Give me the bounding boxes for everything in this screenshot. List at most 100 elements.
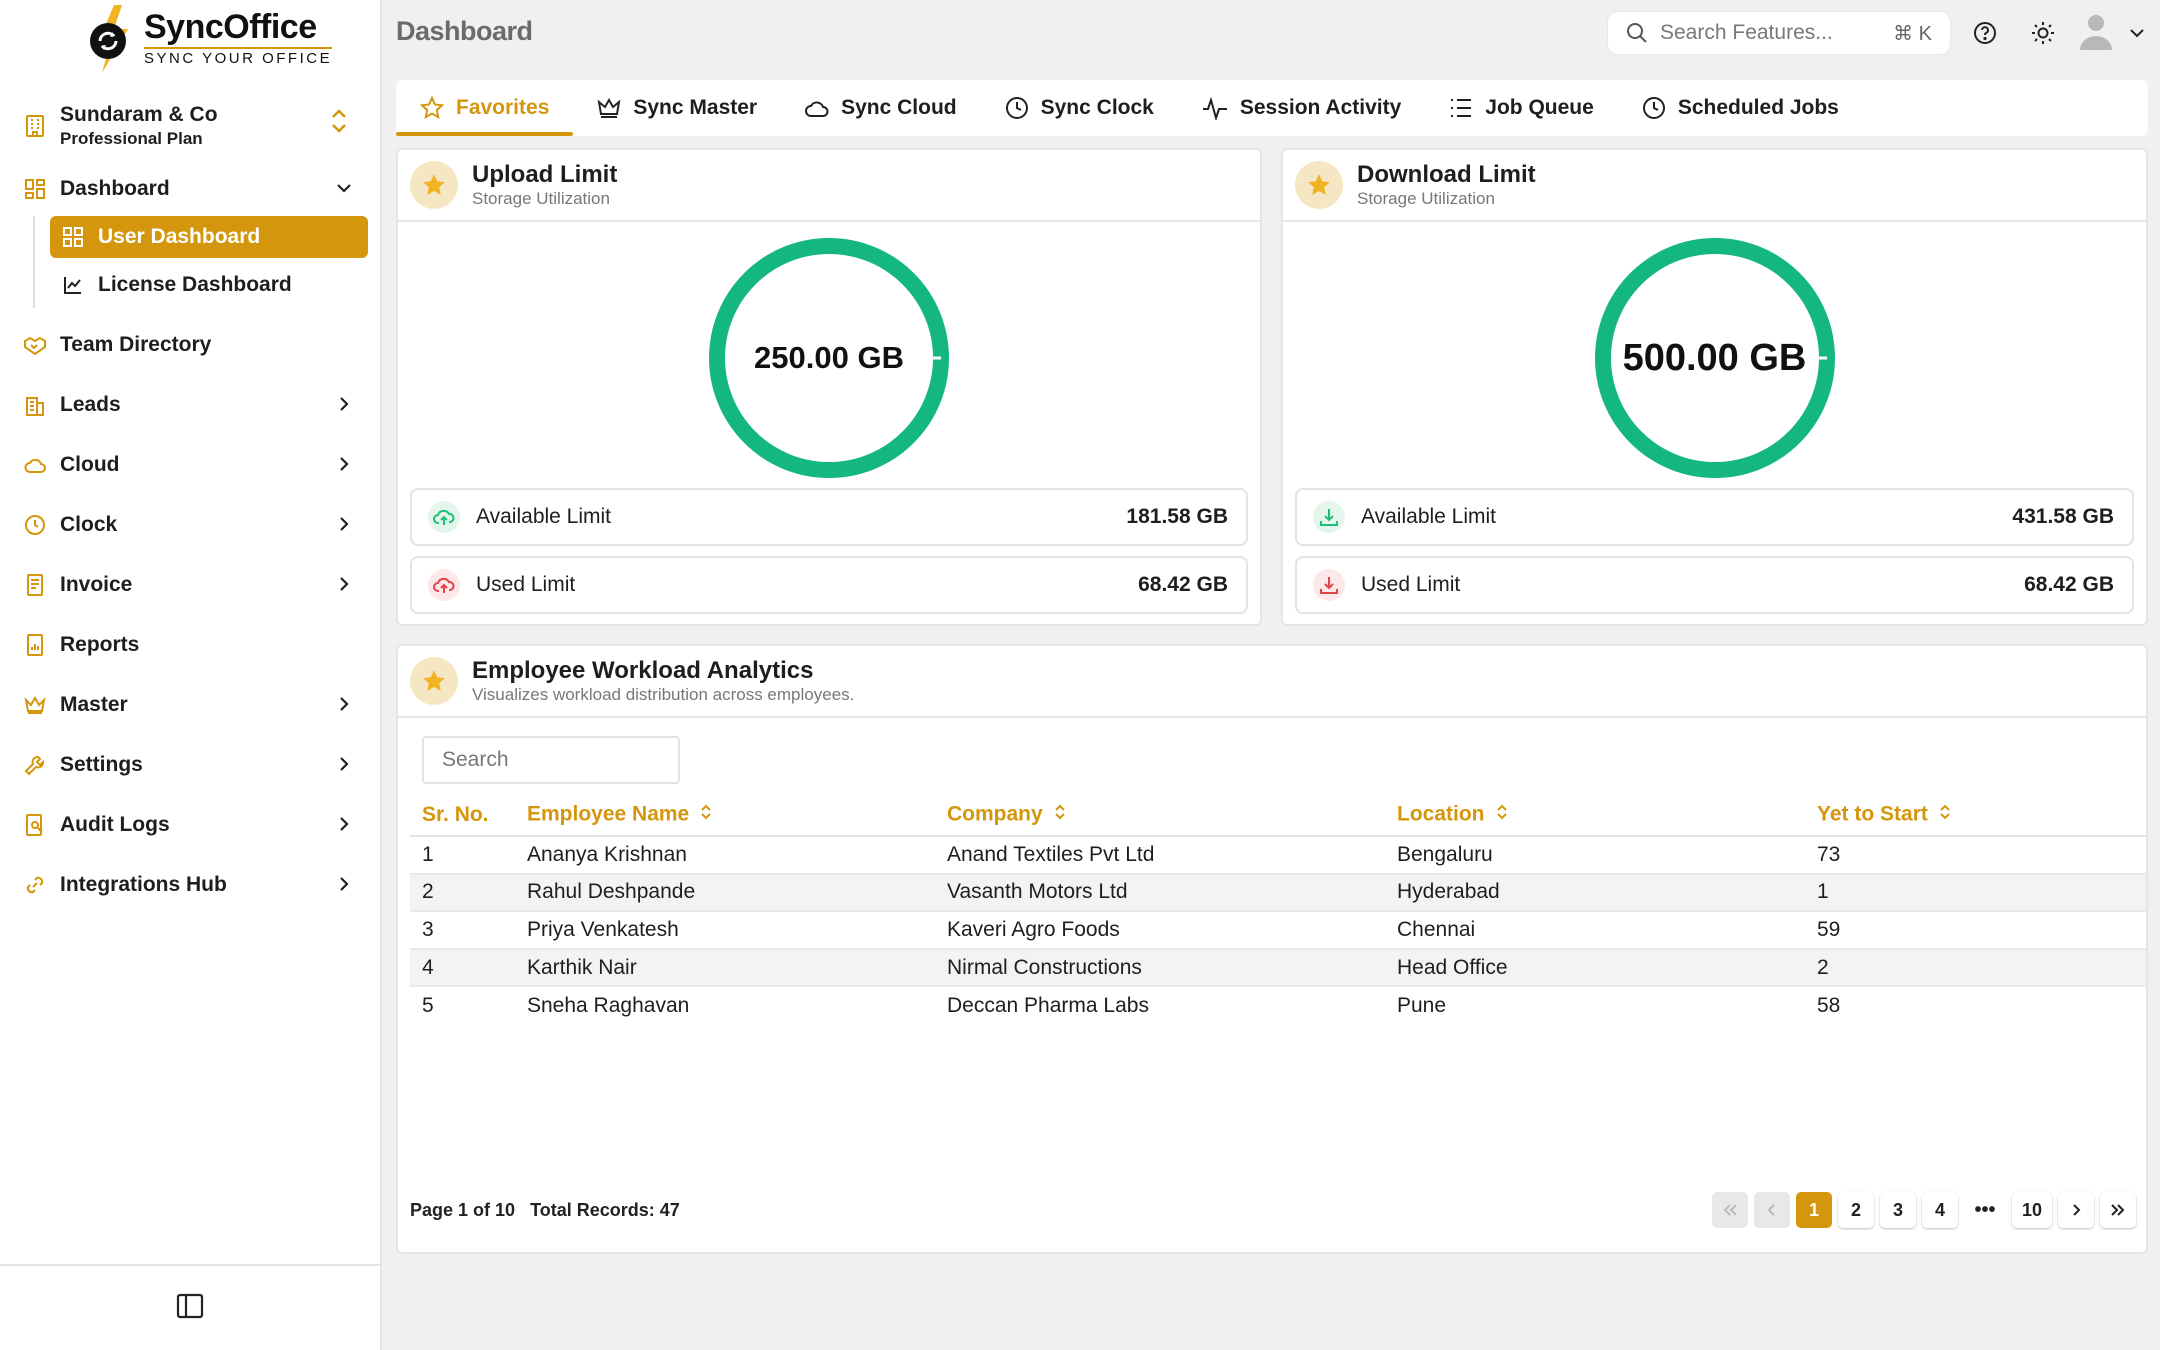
chevron-down-icon[interactable]	[2122, 18, 2152, 48]
sun-icon[interactable]	[2028, 18, 2058, 48]
sort-icon[interactable]	[1053, 802, 1067, 828]
col-header-employee-name[interactable]: Employee Name	[515, 794, 935, 837]
download-icon	[1313, 569, 1345, 601]
clock-icon	[1642, 96, 1666, 120]
sidebar-toggle-icon[interactable]	[176, 1293, 204, 1324]
clock-icon	[24, 514, 46, 536]
download-used-row: Used Limit 68.42 GB	[1295, 556, 2134, 614]
chevron-right-icon	[334, 454, 354, 480]
org-switcher[interactable]: Sundaram & Co Professional Plan	[24, 96, 360, 156]
sidebar-item-license-dashboard[interactable]: License Dashboard	[50, 264, 368, 306]
limit-value: 68.42 GB	[2024, 573, 2114, 596]
sidebar-item-settings[interactable]: Settings	[24, 742, 362, 788]
chevron-right-icon	[334, 754, 354, 780]
sidebar-item-cloud[interactable]: Cloud	[24, 442, 362, 488]
table-search-input[interactable]: Search	[422, 736, 680, 784]
upload-used-row: Used Limit 68.42 GB	[410, 556, 1248, 614]
sidebar-item-label: Team Directory	[60, 333, 212, 356]
sidebar-item-invoice[interactable]: Invoice	[24, 562, 362, 608]
tab-sync-cloud[interactable]: Sync Cloud	[781, 80, 981, 136]
chevron-down-icon	[334, 178, 354, 204]
next-page-button[interactable]	[2058, 1192, 2094, 1228]
tab-sync-master[interactable]: Sync Master	[573, 80, 781, 136]
limit-value: 68.42 GB	[1138, 573, 1228, 596]
table-row[interactable]: 3 Priya Venkatesh Kaveri Agro Foods Chennai…	[410, 911, 2146, 950]
wrench-icon	[24, 754, 46, 776]
sidebar-footer	[0, 1264, 380, 1350]
sidebar-item-reports[interactable]: Reports	[24, 622, 362, 668]
sidebar-item-master[interactable]: Master	[24, 682, 362, 728]
tab-sync-clock[interactable]: Sync Clock	[981, 80, 1178, 136]
sidebar-item-clock[interactable]: Clock	[24, 502, 362, 548]
tab-session-activity[interactable]: Session Activity	[1178, 80, 1425, 136]
sidebar-item-team-directory[interactable]: Team Directory	[24, 322, 362, 368]
download-icon	[1313, 501, 1345, 533]
tab-job-queue[interactable]: Job Queue	[1425, 80, 1618, 136]
sidebar-item-label: Cloud	[60, 453, 120, 476]
upload-donut: 250.00 GB	[707, 236, 951, 480]
brand-logo[interactable]: SyncOffice SYNC YOUR OFFICE	[84, 2, 333, 74]
brand-name: SyncOffice	[144, 7, 317, 46]
avatar[interactable]	[2074, 8, 2118, 52]
report-icon	[24, 634, 46, 656]
link-icon	[24, 874, 46, 896]
card-subtitle: Storage Utilization	[472, 189, 610, 208]
submenu-guide	[33, 216, 35, 308]
table-row[interactable]: 2 Rahul Deshpande Vasanth Motors Ltd Hydera…	[410, 873, 2146, 913]
col-header-yet-to-start[interactable]: Yet to Start	[1805, 794, 2146, 837]
col-header-company[interactable]: Company	[935, 794, 1385, 837]
receipt-icon	[24, 574, 46, 596]
page-button-2[interactable]: 2	[1838, 1192, 1874, 1228]
page-button-10[interactable]: 10	[2012, 1192, 2052, 1228]
audit-icon	[24, 814, 46, 836]
prev-page-button[interactable]	[1754, 1192, 1790, 1228]
org-name: Sundaram & Co	[60, 103, 218, 126]
help-icon[interactable]	[1970, 18, 2000, 48]
tab-favorites[interactable]: Favorites	[396, 80, 574, 136]
sidebar-item-dashboard[interactable]: Dashboard	[24, 166, 362, 212]
star-icon	[410, 657, 458, 705]
search-shortcut: ⌘ K	[1893, 22, 1932, 45]
first-page-button[interactable]	[1712, 1192, 1748, 1228]
chevron-right-icon	[334, 694, 354, 720]
limit-label: Used Limit	[476, 573, 576, 596]
last-page-button[interactable]	[2100, 1192, 2136, 1228]
tab-scheduled-jobs[interactable]: Scheduled Jobs	[1618, 80, 1863, 136]
download-limit-card: Download Limit Storage Utilization 500.0…	[1281, 148, 2148, 626]
sidebar-item-label: License Dashboard	[98, 273, 292, 296]
sort-icon[interactable]	[699, 802, 713, 828]
sync-logo-icon	[84, 3, 134, 73]
limit-label: Available Limit	[1361, 505, 1497, 528]
sort-icon[interactable]	[1938, 802, 1952, 828]
col-header-location[interactable]: Location	[1385, 794, 1805, 837]
chevrons-up-down-icon	[328, 106, 350, 141]
sidebar-item-audit-logs[interactable]: Audit Logs	[24, 802, 362, 848]
search-input[interactable]: Search Features... ⌘ K	[1608, 12, 1950, 54]
sidebar-item-user-dashboard[interactable]: User Dashboard	[50, 216, 368, 258]
table-search-placeholder: Search	[442, 748, 509, 771]
sidebar-item-label: Clock	[60, 513, 118, 536]
page-button-3[interactable]: 3	[1880, 1192, 1916, 1228]
download-available-row: Available Limit 431.58 GB	[1295, 488, 2134, 546]
sidebar-item-label: Reports	[60, 633, 140, 656]
sort-icon[interactable]	[1495, 802, 1509, 828]
sidebar-item-integrations-hub[interactable]: Integrations Hub	[24, 862, 362, 908]
page-ellipsis: •••	[1974, 1198, 1996, 1221]
total-records: Total Records: 47	[530, 1200, 680, 1220]
table-row[interactable]: 1 Ananya Krishnan Anand Textiles Pvt Ltd Be…	[410, 836, 2146, 875]
chevron-right-icon	[334, 514, 354, 540]
clock-icon	[1005, 96, 1029, 120]
table-row[interactable]: 4 Karthik Nair Nirmal Constructions Head Of…	[410, 948, 2146, 988]
sidebar-item-label: Audit Logs	[60, 813, 170, 836]
page-button-1[interactable]: 1	[1796, 1192, 1832, 1228]
table-row[interactable]: 5 Sneha Raghavan Deccan Pharma Labs Pune 58	[422, 993, 1841, 1017]
building-icon	[24, 114, 46, 138]
sidebar-item-label: Dashboard	[60, 177, 170, 200]
page-button-4[interactable]: 4	[1922, 1192, 1958, 1228]
chevron-right-icon	[334, 574, 354, 600]
sidebar-item-leads[interactable]: Leads	[24, 382, 362, 428]
employee-workload-card: Employee Workload Analytics Visualizes w…	[396, 644, 2148, 1254]
card-title: Download Limit	[1357, 161, 1536, 188]
limit-label: Available Limit	[476, 505, 612, 528]
card-subtitle: Storage Utilization	[1357, 189, 1495, 208]
